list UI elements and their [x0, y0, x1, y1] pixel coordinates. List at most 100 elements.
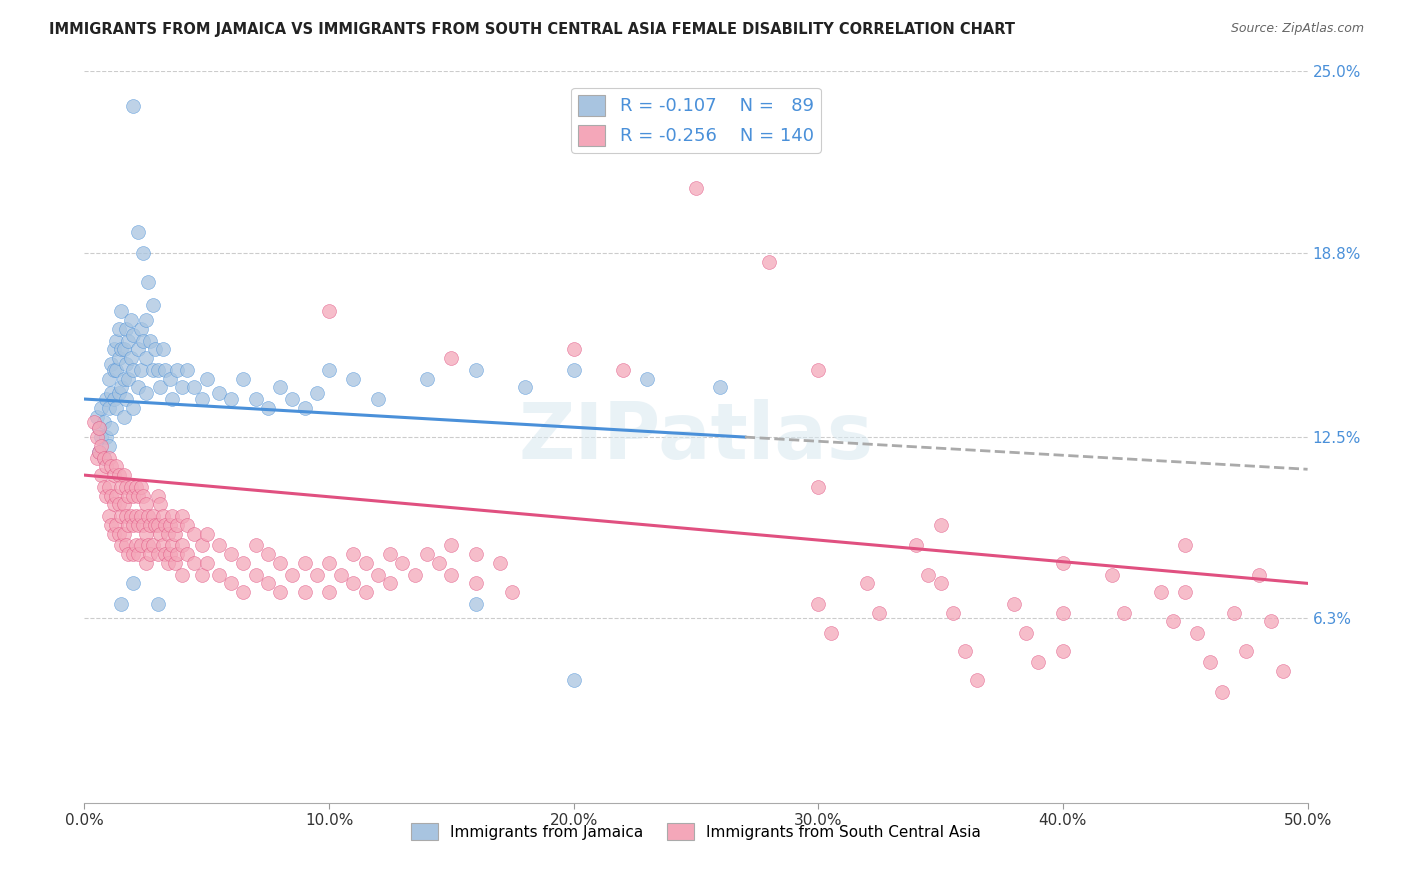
- Point: [257, 547, 280, 561]
- Point: [122, 327, 145, 342]
- Point: [929, 517, 952, 532]
- Point: [427, 556, 450, 570]
- Point: [1052, 643, 1074, 657]
- Point: [103, 468, 125, 483]
- Point: [112, 409, 135, 424]
- Point: [115, 509, 138, 524]
- Point: [820, 626, 842, 640]
- Point: [135, 386, 157, 401]
- Point: [464, 547, 486, 561]
- Point: [305, 386, 328, 401]
- Point: [191, 392, 214, 406]
- Point: [105, 334, 128, 348]
- Point: [146, 597, 169, 611]
- Point: [110, 343, 132, 357]
- Point: [103, 343, 125, 357]
- Point: [342, 547, 364, 561]
- Point: [100, 421, 122, 435]
- Point: [1247, 567, 1270, 582]
- Point: [135, 497, 157, 511]
- Point: [103, 363, 125, 377]
- Point: [1187, 626, 1209, 640]
- Point: [97, 439, 120, 453]
- Point: [129, 509, 152, 524]
- Point: [318, 363, 340, 377]
- Point: [416, 371, 439, 385]
- Point: [513, 380, 536, 394]
- Point: [391, 556, 413, 570]
- Point: [191, 538, 214, 552]
- Point: [342, 371, 364, 385]
- Point: [464, 576, 486, 591]
- Point: [110, 380, 132, 394]
- Point: [139, 547, 162, 561]
- Point: [232, 371, 254, 385]
- Point: [172, 380, 194, 394]
- Point: [294, 401, 316, 415]
- Point: [135, 313, 157, 327]
- Point: [115, 322, 138, 336]
- Point: [135, 526, 157, 541]
- Point: [132, 245, 155, 260]
- Point: [1236, 643, 1258, 657]
- Point: [122, 517, 145, 532]
- Point: [367, 567, 389, 582]
- Point: [440, 538, 463, 552]
- Point: [159, 371, 181, 385]
- Point: [156, 526, 179, 541]
- Point: [97, 450, 120, 465]
- Point: [110, 538, 132, 552]
- Point: [139, 334, 162, 348]
- Point: [122, 363, 145, 377]
- Point: [87, 444, 110, 458]
- Point: [122, 99, 145, 113]
- Point: [122, 576, 145, 591]
- Point: [709, 380, 731, 394]
- Point: [112, 468, 135, 483]
- Point: [149, 526, 172, 541]
- Point: [115, 392, 138, 406]
- Point: [176, 547, 198, 561]
- Point: [97, 371, 120, 385]
- Point: [191, 567, 214, 582]
- Point: [142, 538, 165, 552]
- Point: [562, 673, 585, 687]
- Point: [146, 489, 169, 503]
- Point: [162, 392, 184, 406]
- Point: [120, 480, 142, 494]
- Point: [143, 517, 166, 532]
- Point: [112, 497, 135, 511]
- Point: [208, 567, 231, 582]
- Point: [281, 392, 304, 406]
- Point: [97, 480, 120, 494]
- Point: [440, 567, 463, 582]
- Point: [120, 313, 142, 327]
- Point: [86, 450, 108, 465]
- Point: [146, 547, 169, 561]
- Point: [100, 386, 122, 401]
- Point: [136, 538, 159, 552]
- Point: [110, 597, 132, 611]
- Point: [807, 363, 830, 377]
- Point: [97, 401, 120, 415]
- Point: [112, 526, 135, 541]
- Point: [142, 363, 165, 377]
- Point: [132, 334, 155, 348]
- Point: [942, 606, 965, 620]
- Point: [464, 597, 486, 611]
- Point: [318, 556, 340, 570]
- Point: [86, 430, 108, 444]
- Point: [103, 497, 125, 511]
- Point: [281, 567, 304, 582]
- Point: [195, 526, 218, 541]
- Point: [100, 517, 122, 532]
- Point: [917, 567, 939, 582]
- Point: [112, 371, 135, 385]
- Point: [966, 673, 988, 687]
- Point: [929, 576, 952, 591]
- Point: [117, 371, 139, 385]
- Point: [416, 547, 439, 561]
- Point: [342, 576, 364, 591]
- Point: [107, 386, 129, 401]
- Point: [153, 517, 176, 532]
